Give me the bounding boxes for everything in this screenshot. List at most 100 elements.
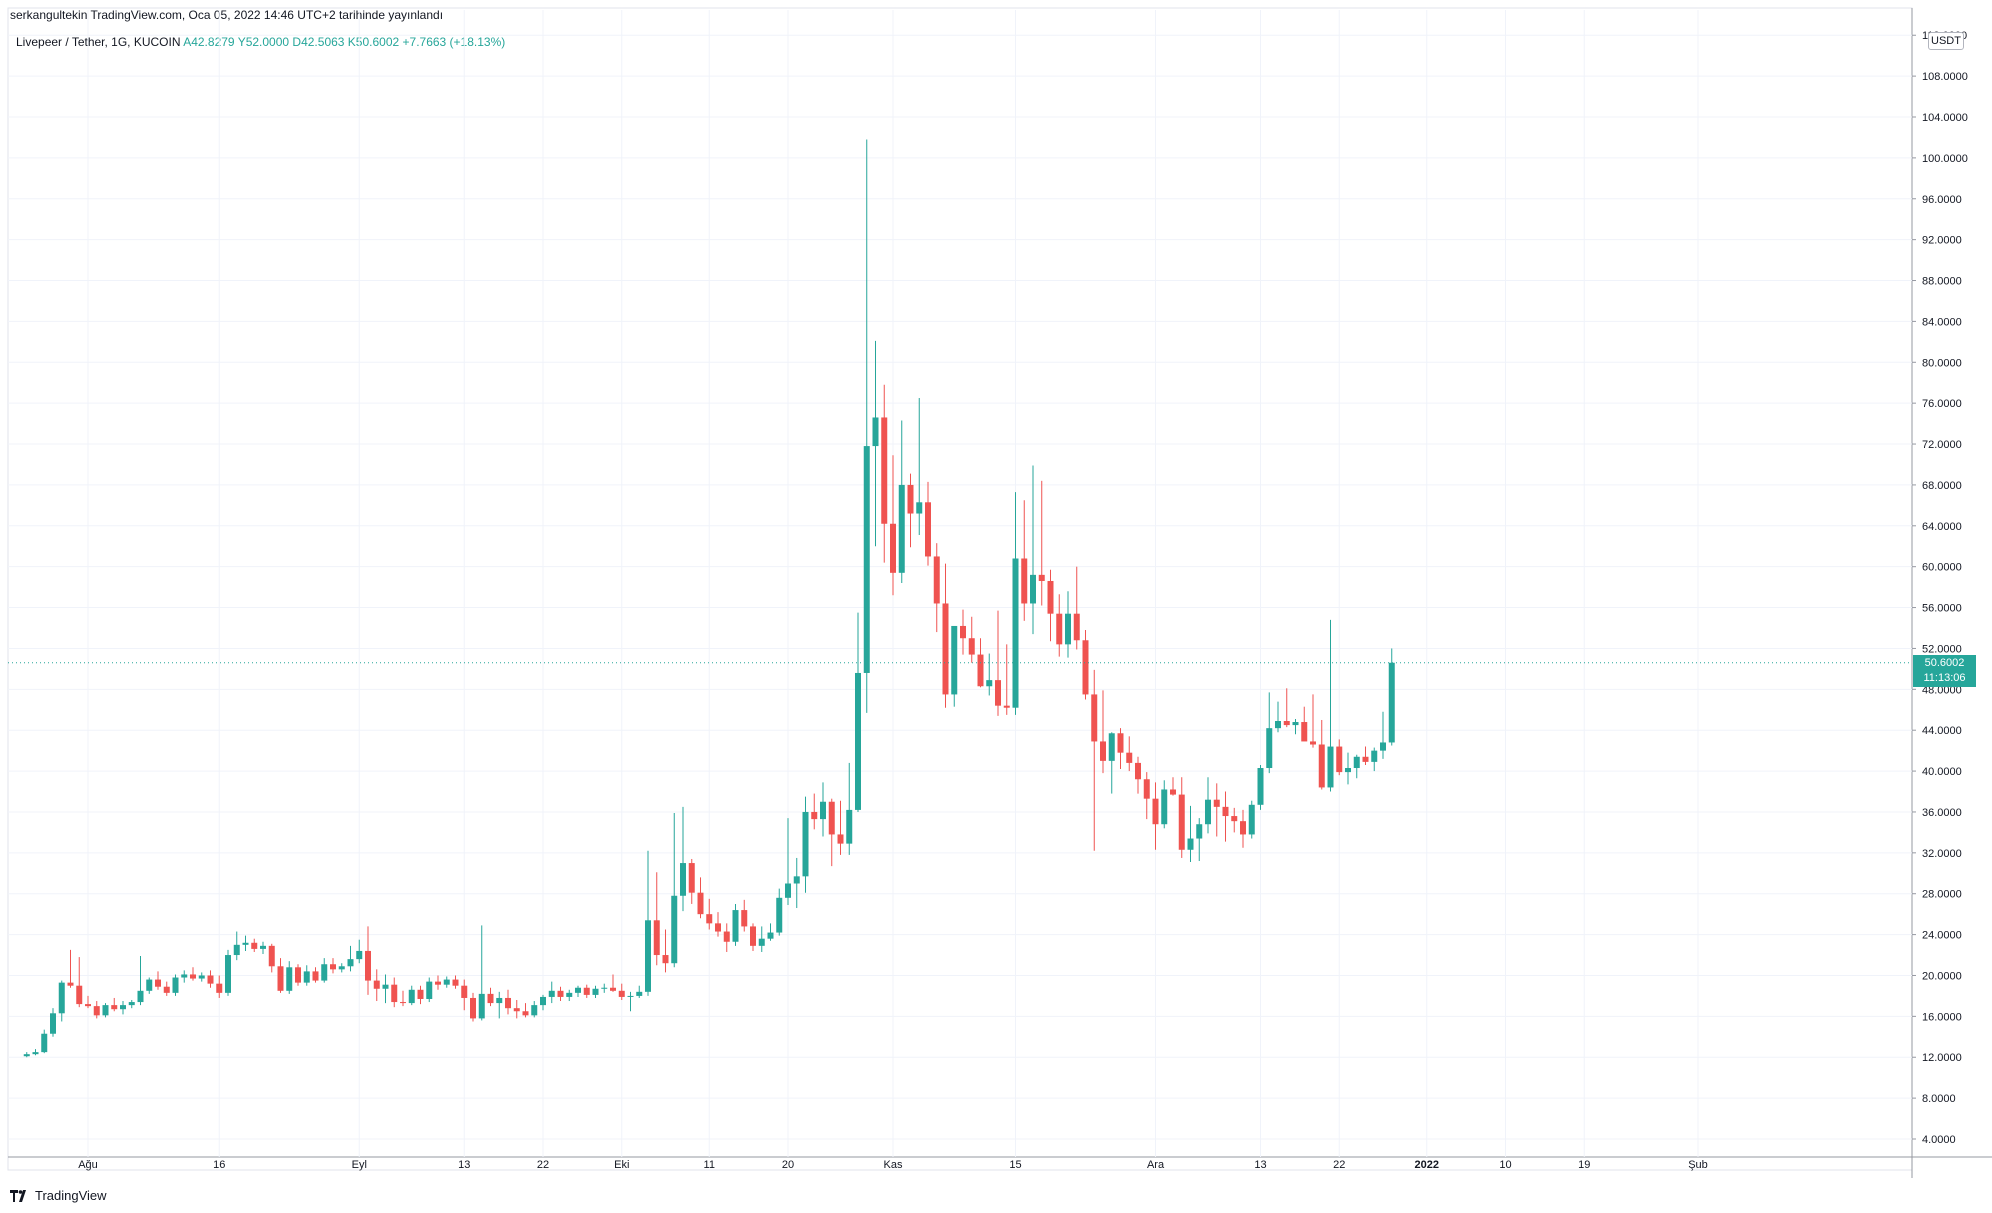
x-tick-label: 13 [1254,1159,1266,1171]
tradingview-brand[interactable]: TradingView [10,1188,107,1203]
axes: 4.0000 8.0000 12.0000 16.0000 20.0000 24.0000… [78,30,1968,1171]
candle-body [785,883,791,898]
candle-body [268,945,275,967]
candle-body [1336,746,1343,773]
candle-body [767,932,774,939]
y-tick-label: 88.0000 [1922,276,1962,288]
y-tick-label: 4.0000 [1922,1134,1956,1146]
candle-body [977,654,984,687]
x-tick-label: Ara [1147,1159,1165,1171]
y-tick-label: 56.0000 [1922,603,1962,615]
last-price-value: 50.6002 [1924,657,1965,669]
y-tick-label: 80.0000 [1922,357,1962,369]
candle-body [85,1004,91,1007]
candle-body [1021,558,1028,604]
x-tick-label: Eyl [352,1159,367,1171]
candle-body [531,1005,538,1016]
candle-body [128,1002,135,1006]
candle-body [592,988,599,995]
y-tick-label: 44.0000 [1922,725,1962,737]
candle-body [172,977,179,993]
currency-unit-label[interactable]: USDT [1928,32,1964,50]
candle-body [330,964,336,970]
candle-body [916,502,923,514]
candle-body [671,895,678,964]
candle-body [627,995,634,997]
candle-body [1292,722,1299,726]
candle-body [242,942,249,945]
candle-body [67,982,74,986]
candle-body [102,1005,109,1016]
candle-body [881,417,888,524]
x-tick-label: 22 [1333,1159,1345,1171]
candle-body [487,993,494,1004]
y-tick-label: 8.0000 [1922,1093,1956,1105]
y-tick-label: 48.0000 [1922,684,1962,696]
plot-frame [7,7,1913,1171]
candle-body [732,910,739,942]
candle-body [1257,768,1264,805]
candle-body [198,975,205,979]
y-tick-label: 104.0000 [1922,112,1968,124]
symbol-info: Livepeer / Tether, 1G, KUCOIN A42.8279 Y… [16,35,505,49]
x-tick-label: Şub [1688,1159,1708,1171]
candle-body [41,1033,48,1053]
candle-body [1353,756,1360,769]
candle-body [1240,821,1246,835]
x-tick-label: 20 [782,1159,794,1171]
x-tick-label: 19 [1578,1159,1590,1171]
candle-body [225,955,231,993]
candle-body [583,987,590,995]
candle-body [356,950,363,960]
candle-body [277,966,284,991]
candle-body [443,979,450,985]
candle-body [601,987,608,989]
candle-body [190,974,196,979]
candle-body [426,981,433,999]
tradingview-logo-icon [10,1189,26,1202]
candle-body [872,417,879,447]
candle-body [181,974,188,978]
candle-body [391,984,398,1003]
candle-body [907,484,914,514]
candle-body [776,897,783,933]
candle-body [855,672,861,810]
y-tick-label: 52.0000 [1922,643,1962,655]
candle-body [1187,838,1194,850]
y-tick-label: 32.0000 [1922,848,1962,860]
candle-body [688,863,695,893]
candle-body [1012,558,1019,708]
ohlc-values: A42.8279 Y52.0000 D42.5063 K50.6002 +7.7… [183,35,506,49]
candle-body [653,920,660,956]
candle-body [662,955,669,964]
candle-body [365,950,371,981]
candle-body [461,985,468,998]
candle-body [303,971,310,983]
candle-body [76,985,83,1005]
candle-body [1310,741,1316,745]
candle-body [1213,799,1220,807]
bar-countdown: 11:13:06 [1923,672,1966,684]
candle-body [1248,804,1255,835]
candle-body [986,680,993,687]
candle-body [400,1002,406,1004]
candle-body [1283,721,1290,726]
candle-body [820,801,826,820]
grid [7,7,1992,1178]
candle-body [312,971,319,981]
candle-body [846,809,853,844]
candle-body [723,931,730,942]
candle-body [137,990,144,1003]
candle-body [793,876,800,884]
candle-body [1047,580,1054,614]
y-tick-label: 92.0000 [1922,235,1962,247]
candle-body [373,980,380,989]
candle-body [1266,728,1273,769]
candle-body [1170,789,1176,795]
candle-body [417,989,424,999]
candle-body [1196,824,1203,839]
candle-body [1388,662,1395,743]
candle-body [23,1054,30,1057]
candle-body [1082,640,1089,695]
